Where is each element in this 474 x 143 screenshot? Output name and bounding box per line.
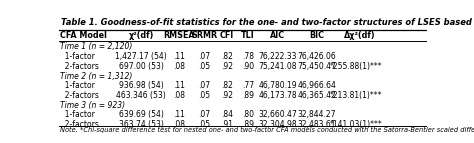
Text: 363.74 (53): 363.74 (53) — [118, 120, 164, 129]
Text: 463.346 (53): 463.346 (53) — [116, 91, 166, 100]
Text: .07: .07 — [198, 110, 210, 119]
Text: 1-factor: 1-factor — [60, 52, 95, 61]
Text: 32,844.27: 32,844.27 — [297, 110, 336, 119]
Text: .92: .92 — [221, 62, 233, 71]
Text: Time 3 (n = 923): Time 3 (n = 923) — [60, 101, 126, 110]
Text: .82: .82 — [221, 81, 233, 90]
Text: SRMR: SRMR — [191, 31, 217, 40]
Text: 697.00 (53): 697.00 (53) — [118, 62, 164, 71]
Text: 32,483.61: 32,483.61 — [297, 120, 336, 129]
Text: 2-factors: 2-factors — [60, 120, 99, 129]
Text: 1-factor: 1-factor — [60, 110, 95, 119]
Text: .84: .84 — [221, 110, 233, 119]
Text: *255.88(1)***: *255.88(1)*** — [330, 62, 383, 71]
Text: 1-factor: 1-factor — [60, 81, 95, 90]
Text: .77: .77 — [242, 81, 254, 90]
Text: *141.03(1)***: *141.03(1)*** — [330, 120, 383, 129]
Text: .08: .08 — [173, 120, 185, 129]
Text: .11: .11 — [173, 81, 185, 90]
Text: RMSEA: RMSEA — [163, 31, 195, 40]
Text: .90: .90 — [242, 62, 254, 71]
Text: 76,426.06: 76,426.06 — [297, 52, 336, 61]
Text: Time 2 (n = 1,312): Time 2 (n = 1,312) — [60, 72, 133, 81]
Text: *213.81(1)***: *213.81(1)*** — [330, 91, 383, 100]
Text: .82: .82 — [221, 52, 233, 61]
Text: Table 1. Goodness-of-fit statistics for the one- and two-factor structures of LS: Table 1. Goodness-of-fit statistics for … — [61, 18, 474, 27]
Text: 46,966.64: 46,966.64 — [297, 81, 336, 90]
Text: .89: .89 — [242, 120, 254, 129]
Text: CFA Model: CFA Model — [60, 31, 107, 40]
Text: 76,222.33: 76,222.33 — [259, 52, 297, 61]
Text: .05: .05 — [198, 91, 210, 100]
Text: TLI: TLI — [241, 31, 255, 40]
Text: Time 1 (n = 2,120): Time 1 (n = 2,120) — [60, 42, 133, 51]
Text: 46,780.19: 46,780.19 — [259, 81, 297, 90]
Text: 639.69 (54): 639.69 (54) — [118, 110, 164, 119]
Text: .05: .05 — [198, 62, 210, 71]
Text: .08: .08 — [173, 91, 185, 100]
Text: χ²(df): χ²(df) — [128, 31, 154, 40]
Text: AIC: AIC — [271, 31, 285, 40]
Text: .05: .05 — [198, 120, 210, 129]
Text: CFI: CFI — [219, 31, 234, 40]
Text: 75,241.08: 75,241.08 — [259, 62, 297, 71]
Text: BIC: BIC — [309, 31, 324, 40]
Text: .11: .11 — [173, 110, 185, 119]
Text: .78: .78 — [242, 52, 254, 61]
Text: .08: .08 — [173, 62, 185, 71]
Text: Δχ²(df): Δχ²(df) — [344, 31, 375, 40]
Text: .80: .80 — [242, 110, 254, 119]
Text: 2-factors: 2-factors — [60, 91, 99, 100]
Text: .89: .89 — [242, 91, 254, 100]
Text: 936.98 (54): 936.98 (54) — [118, 81, 164, 90]
Text: 1,427.17 (54): 1,427.17 (54) — [115, 52, 167, 61]
Text: .91: .91 — [221, 120, 233, 129]
Text: 46,173.78: 46,173.78 — [259, 91, 297, 100]
Text: 2-factors: 2-factors — [60, 62, 99, 71]
Text: .92: .92 — [221, 91, 233, 100]
Text: Note. *Chi-square difference test for nested one- and two-factor CFA models cond: Note. *Chi-square difference test for ne… — [60, 127, 474, 133]
Text: 46,365.42: 46,365.42 — [297, 91, 336, 100]
Text: .11: .11 — [173, 52, 185, 61]
Text: 32,304.98: 32,304.98 — [259, 120, 297, 129]
Text: 75,450.47: 75,450.47 — [297, 62, 336, 71]
Text: .07: .07 — [198, 81, 210, 90]
Text: .07: .07 — [198, 52, 210, 61]
Text: 32,660.47: 32,660.47 — [259, 110, 297, 119]
